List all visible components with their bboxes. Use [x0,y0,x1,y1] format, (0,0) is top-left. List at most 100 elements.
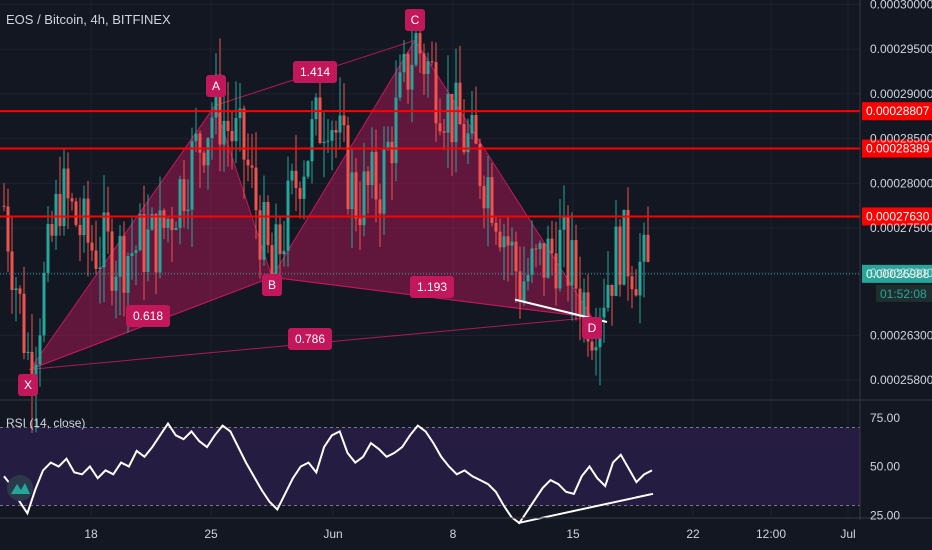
last-price-tag [862,264,932,283]
price-tick-label: 0.00028500 [870,132,932,146]
candle-body [362,171,366,226]
candle-body [646,234,650,262]
candle-body [518,271,522,302]
candle-body [22,293,26,353]
candle-body [358,218,362,226]
point-tag-B [262,274,282,296]
candle-body [166,218,170,228]
candle-body [482,185,486,209]
candle-body [574,240,578,289]
candle-body [530,248,534,275]
candle-body [154,213,158,273]
ratio-tag [410,276,454,298]
candle-body [266,202,270,246]
candle-body [550,238,554,254]
price-tick-label: 0.00029000 [870,87,932,101]
candle-body [234,118,238,142]
candle-body [354,172,358,219]
ratio-tag [293,61,337,83]
point-label-X: X [24,378,32,392]
rsi-tick-label: 75.00 [870,411,900,425]
candle-body [42,272,46,336]
price-tick-label: 0.00026300 [870,328,932,342]
candle-body [86,198,90,243]
candle-body [314,97,318,120]
candle-body [606,284,610,308]
candle-body [162,210,166,228]
time-tick-label: Jul [840,527,855,541]
candle-body [118,235,122,277]
candle-body [506,236,510,246]
candle-body [222,120,226,145]
candle-body [342,115,346,126]
candle-body [182,179,186,212]
candle-body [326,140,330,142]
candle-body [282,250,286,255]
candle-body [462,124,466,153]
candle-body [114,276,118,291]
candle-body [106,212,110,232]
candle-body [562,217,566,230]
candle-body [294,170,298,189]
candle-body [542,243,546,278]
candle-body [426,61,430,75]
candle-body [94,250,98,269]
candle-body [502,236,506,248]
candle-body [630,276,634,290]
candle-body [242,108,246,160]
candle-body [278,224,282,255]
candle-body [250,165,254,168]
candle-body [634,289,638,296]
candle-body [370,151,374,186]
candle-body [446,93,450,133]
candle-body [374,151,378,200]
logo-icon[interactable] [7,475,33,501]
candle-body [498,231,502,248]
candle-body [74,201,78,225]
candle-body [430,61,434,63]
candle-body [378,199,382,214]
candle-body [274,224,278,276]
candle-body [218,74,222,145]
candle-body [386,141,390,148]
pattern-labels: X A B C D 0.618 1.414 1.193 0.786 [18,9,602,396]
candle-body [438,123,442,132]
candle-body [590,341,594,351]
candle-body [406,53,410,90]
candle-body [78,224,82,236]
candle-body [170,218,174,231]
time-tick-label: 15 [566,527,580,541]
rsi-label: RSI (14, close) [6,416,85,430]
ratio-label: 0.618 [133,309,163,323]
last-price-label: 0.00026988 [866,267,930,281]
candle-body [190,141,194,210]
candle-body [146,229,150,272]
candle-body [578,288,582,318]
candle-body [466,133,470,153]
candle-body [390,141,394,164]
countdown-tag [876,284,932,302]
price-tick-label: 0.00029500 [870,42,932,56]
candle-body [638,261,642,296]
candle-body [514,241,518,272]
candle-body [38,335,42,365]
candle-body [150,213,154,230]
rsi-tick-label: 25.00 [870,508,900,522]
candle-body [330,129,334,141]
time-tick-label: 22 [686,527,700,541]
countdown-label: 01:52:08 [880,287,927,301]
candle-body [262,202,266,260]
candle-body [194,133,198,142]
candle-body [174,228,178,231]
level-tag [862,207,932,226]
point-tag-A [206,75,226,97]
candle-body [66,168,70,199]
price-tick-label: 0.00028000 [870,176,932,190]
candle-body [490,177,494,223]
candle-body [414,33,418,65]
candle-body [474,115,478,144]
candle-body [70,198,74,202]
rsi-panel [0,427,860,506]
